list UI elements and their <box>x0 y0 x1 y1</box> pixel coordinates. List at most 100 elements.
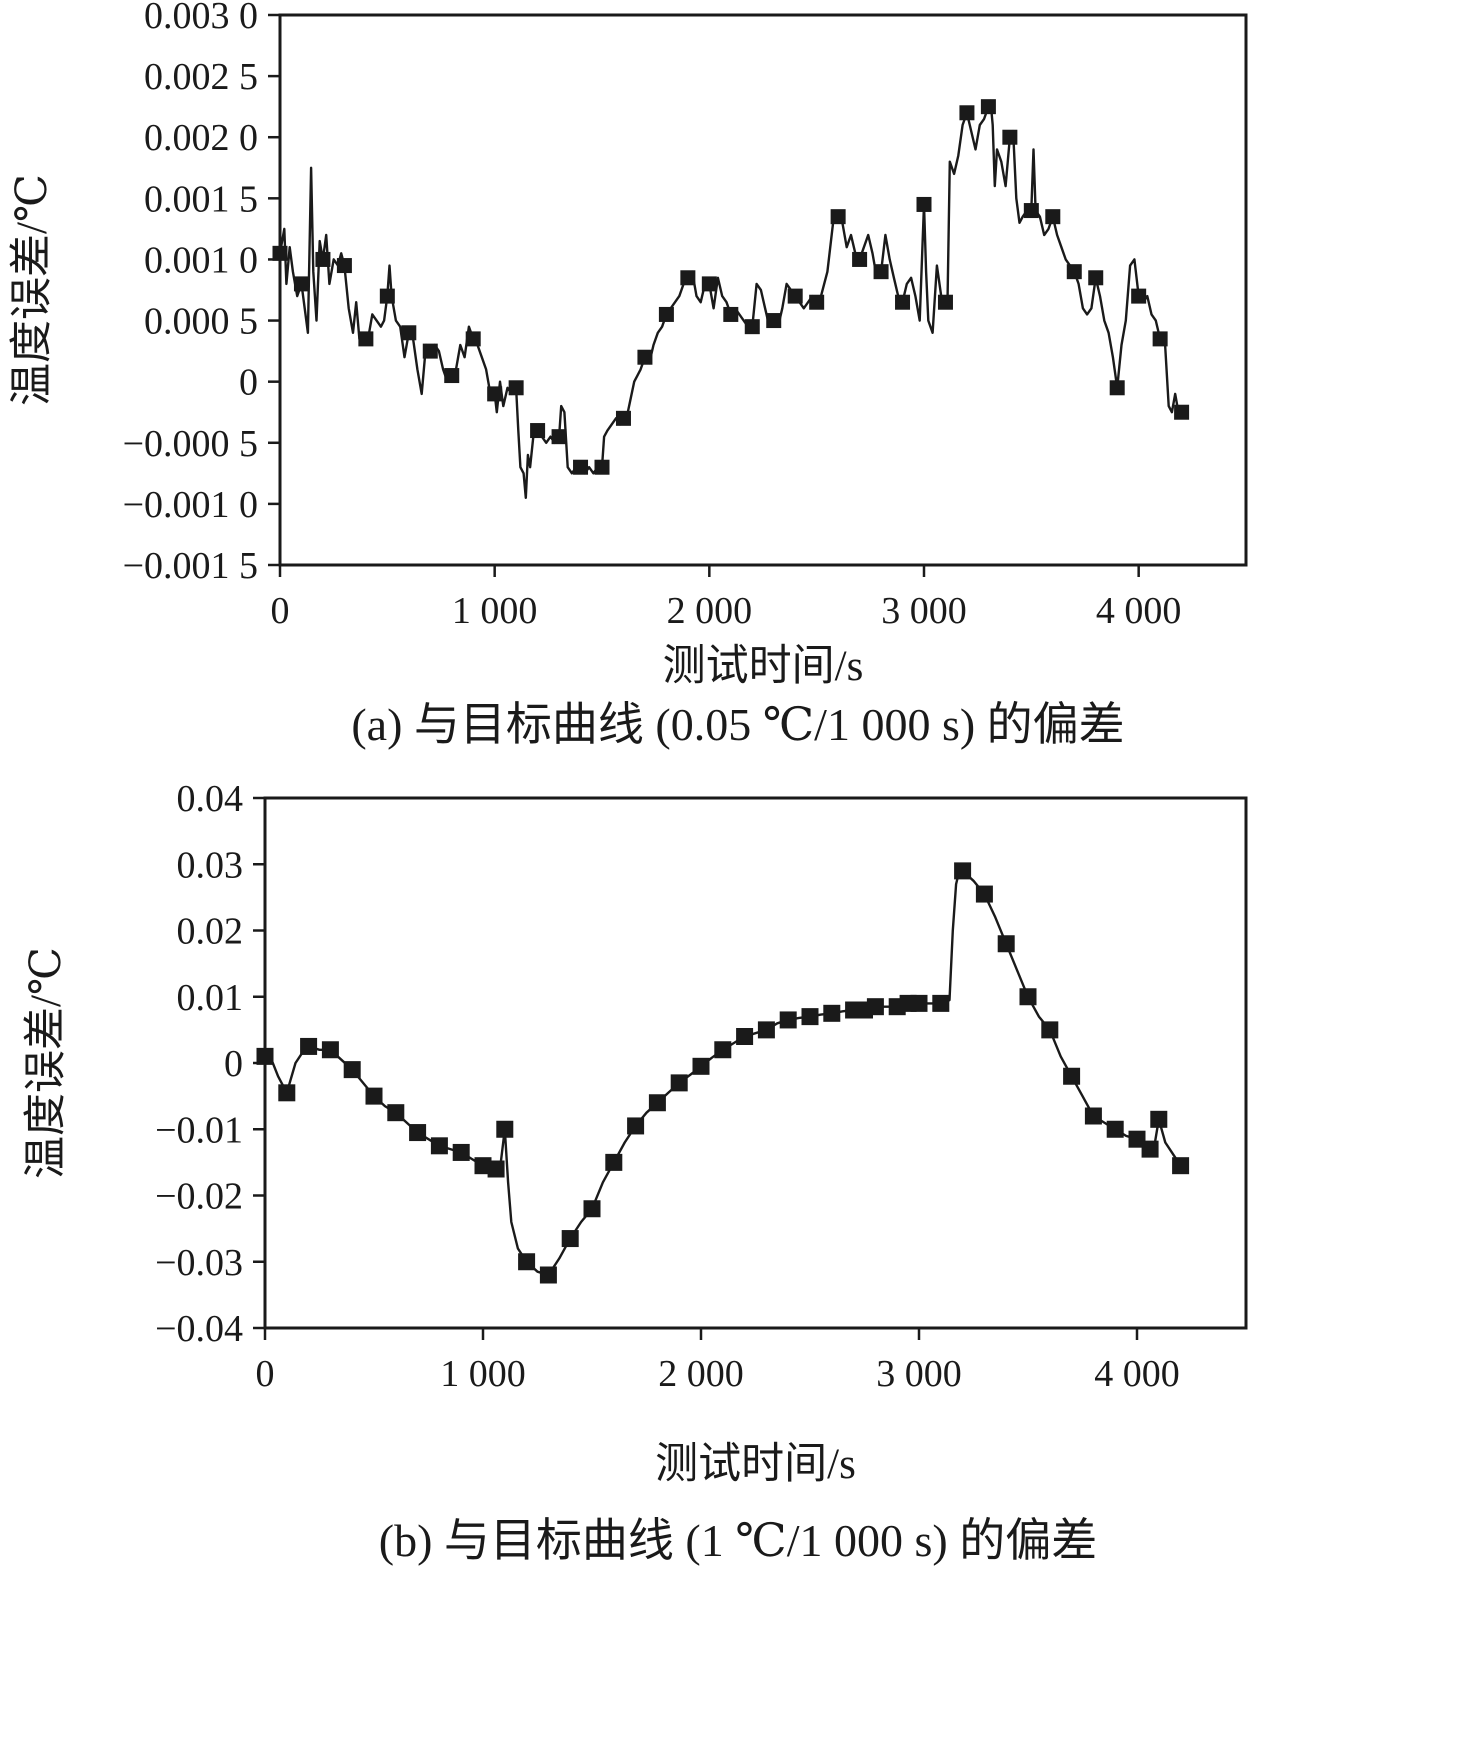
data-marker <box>508 380 524 396</box>
data-marker <box>379 288 395 304</box>
data-marker <box>487 386 503 402</box>
data-marker <box>1002 129 1018 145</box>
data-marker <box>1150 1110 1168 1128</box>
y-tick-label: −0.001 5 <box>123 545 258 587</box>
plot-frame <box>263 796 1248 1329</box>
data-marker <box>583 1199 601 1217</box>
data-marker <box>736 1027 754 1045</box>
y-tick-label: −0.03 <box>155 1241 243 1283</box>
data-marker <box>680 270 696 286</box>
data-marker <box>809 294 825 310</box>
y-tick-label: 0.001 0 <box>144 239 258 281</box>
data-marker <box>551 429 567 445</box>
data-marker <box>744 319 760 335</box>
y-tick-label: 0.02 <box>177 910 244 952</box>
data-marker <box>293 276 309 292</box>
data-marker <box>1023 203 1039 219</box>
data-marker <box>1128 1130 1146 1148</box>
data-marker <box>496 1120 514 1138</box>
x-tick-label: 4 000 <box>1096 590 1182 632</box>
data-marker <box>1088 270 1104 286</box>
data-marker <box>895 294 911 310</box>
data-marker <box>573 459 589 475</box>
data-marker <box>409 1123 427 1141</box>
data-marker <box>1174 404 1190 420</box>
y-axis-label: 温度误差/℃ <box>23 946 70 1178</box>
x-tick-label: 2 000 <box>658 1353 744 1395</box>
data-marker <box>1066 264 1082 280</box>
data-marker <box>873 264 889 280</box>
y-tick-label: 0.04 <box>177 778 244 820</box>
y-tick-label: 0.03 <box>177 844 244 886</box>
y-tick-label: 0.001 5 <box>144 178 258 220</box>
data-marker <box>1019 987 1037 1005</box>
data-marker <box>336 258 352 274</box>
data-marker <box>530 423 546 439</box>
x-tick-label: 2 000 <box>667 590 753 632</box>
data-marker <box>830 209 846 225</box>
data-line <box>263 869 1182 1276</box>
data-marker <box>594 459 610 475</box>
data-marker <box>787 288 803 304</box>
x-tick-label: 3 000 <box>876 1353 962 1395</box>
data-marker <box>975 885 993 903</box>
x-tick-label: 4 000 <box>1094 1353 1180 1395</box>
data-line <box>278 99 1183 499</box>
figure-a-caption: (a) 与目标曲线 (0.05 ℃/1 000 s) 的偏差 <box>351 699 1125 750</box>
data-marker <box>766 313 782 329</box>
figure-b-caption: (b) 与目标曲线 (1 ℃/1 000 s) 的偏差 <box>378 1514 1098 1566</box>
data-marker <box>256 1047 274 1065</box>
y-tick-label: 0.01 <box>177 976 244 1018</box>
data-marker <box>997 934 1015 952</box>
data-marker <box>637 349 653 365</box>
data-marker <box>1131 288 1147 304</box>
data-marker <box>980 99 996 115</box>
data-marker <box>910 994 928 1012</box>
data-marker <box>365 1087 383 1105</box>
data-marker <box>321 1040 339 1058</box>
data-marker <box>1152 331 1168 347</box>
data-marker <box>823 1004 841 1022</box>
data-marker <box>401 325 417 341</box>
y-tick-label: 0.003 0 <box>144 0 258 37</box>
data-marker <box>1141 1140 1159 1158</box>
data-marker <box>658 306 674 322</box>
y-tick-label: −0.001 0 <box>123 484 258 526</box>
data-marker <box>916 196 932 212</box>
x-axis-label: 测试时间/s <box>663 643 864 690</box>
y-tick-label: 0.002 5 <box>144 56 258 98</box>
x-tick-label: 1 000 <box>440 1353 526 1395</box>
data-marker <box>1084 1107 1102 1124</box>
x-tick-label: 3 000 <box>881 590 967 632</box>
data-marker <box>1045 209 1061 225</box>
plot-frame <box>278 13 1248 567</box>
data-marker <box>272 245 288 261</box>
y-tick-label: 0.002 0 <box>144 117 258 159</box>
data-marker <box>670 1073 688 1091</box>
data-marker <box>627 1116 645 1134</box>
data-marker <box>444 368 460 384</box>
data-marker <box>954 861 972 879</box>
data-marker <box>779 1010 797 1028</box>
data-marker <box>1172 1156 1190 1174</box>
data-marker <box>465 331 481 347</box>
data-marker <box>615 410 631 426</box>
data-marker <box>648 1093 666 1111</box>
y-axis-label: 温度误差/℃ <box>9 174 56 406</box>
y-tick-label: 0.000 5 <box>144 301 258 343</box>
data-marker <box>518 1252 536 1270</box>
figure-b: 0.04 0.03 0.02 0.01 0 −0.01 −0.02 −0.03 −0.04 0 1 … <box>0 778 1476 1570</box>
data-marker <box>561 1229 579 1247</box>
x-axis-label: 测试时间/s <box>655 1441 856 1488</box>
data-marker <box>801 1007 819 1025</box>
data-marker <box>343 1060 361 1078</box>
data-marker <box>932 994 950 1012</box>
data-marker <box>422 343 438 359</box>
data-marker <box>692 1057 710 1075</box>
data-marker <box>1109 380 1125 396</box>
y-tick-label: −0.04 <box>155 1308 243 1350</box>
data-marker <box>852 251 868 267</box>
data-marker <box>358 331 374 347</box>
chart-a-plot: 0.003 0 0.002 5 0.002 0 0.001 5 0.001 0 0.000… <box>9 0 1248 690</box>
